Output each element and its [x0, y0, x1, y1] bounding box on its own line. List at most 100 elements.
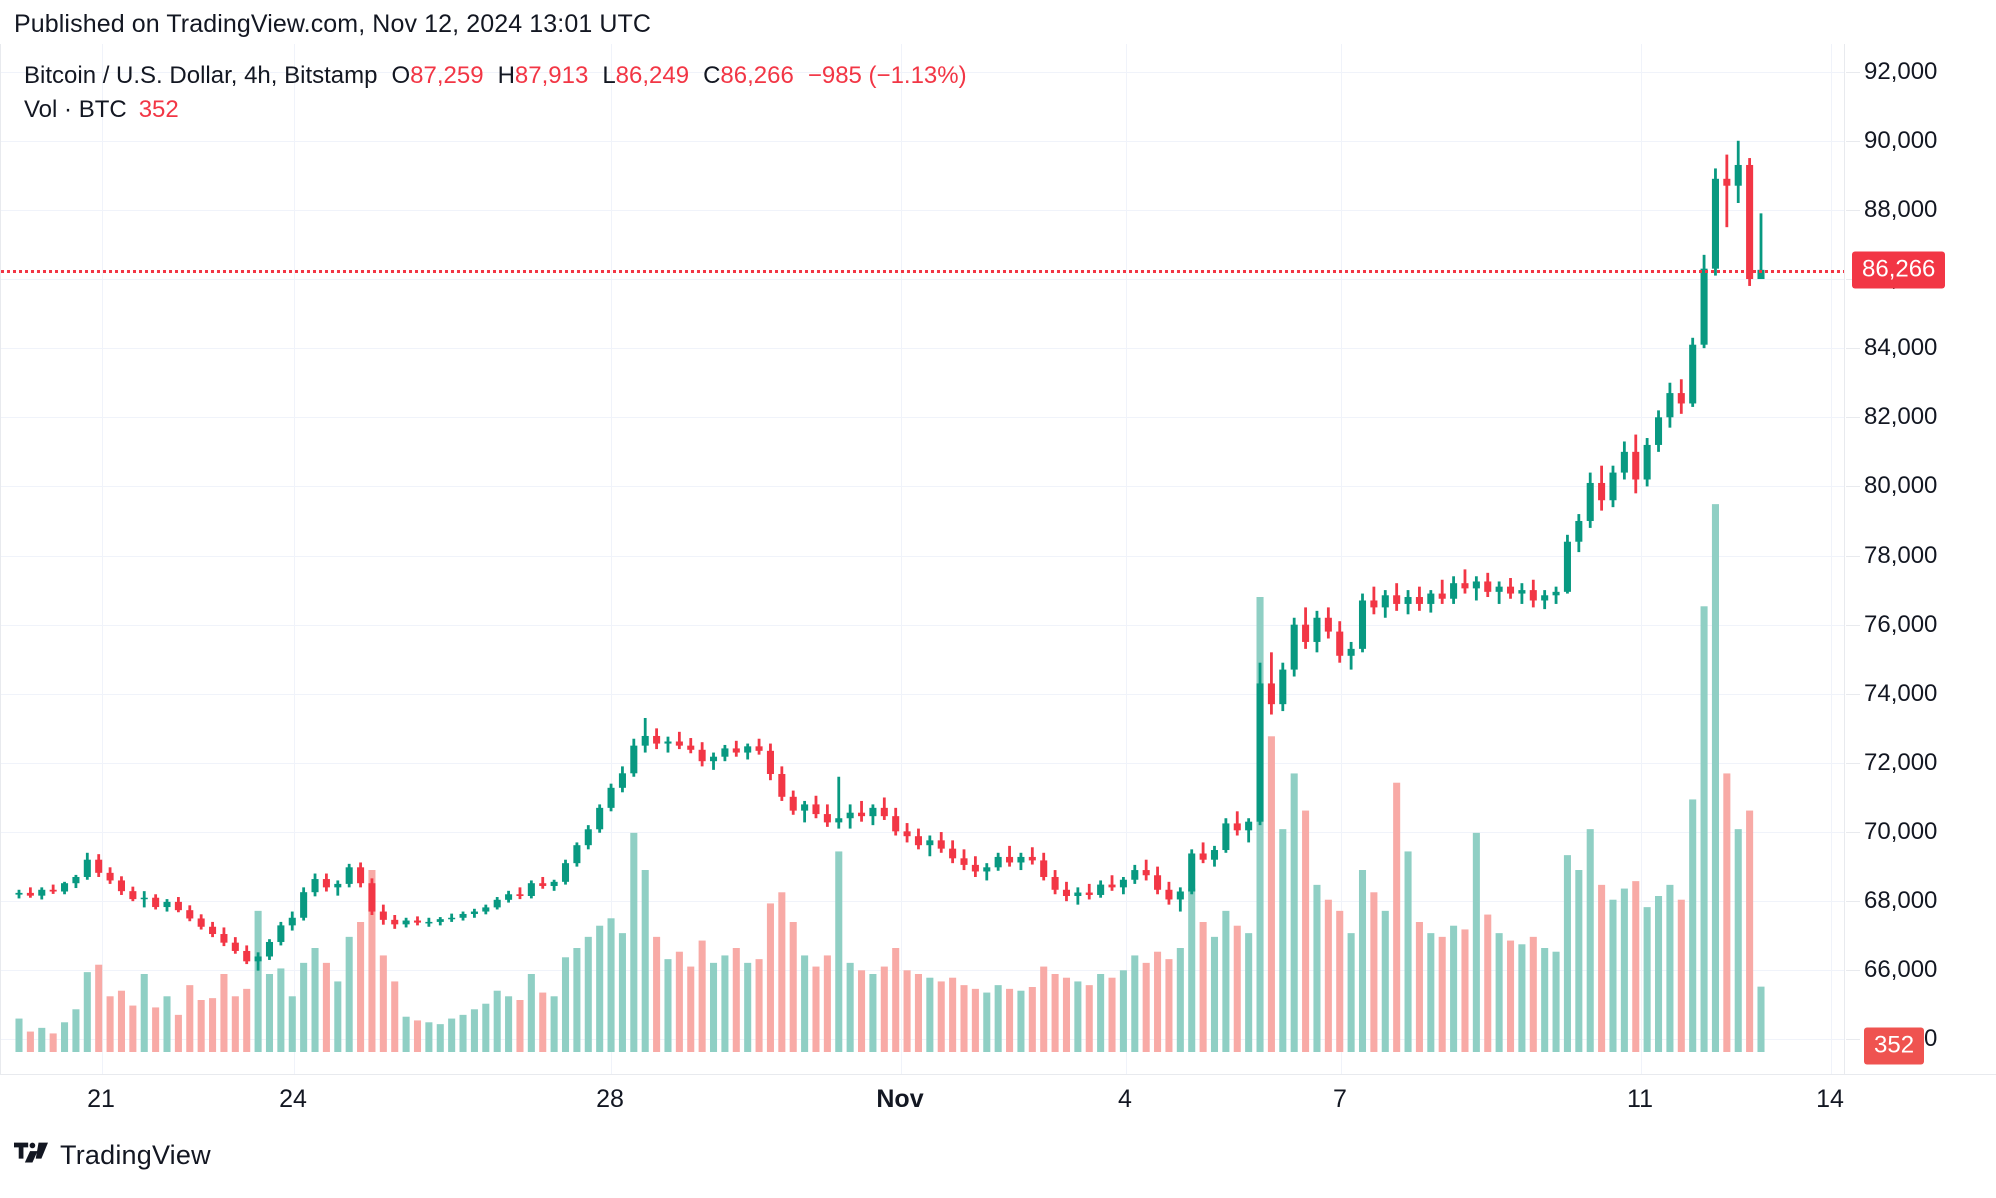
candle-body — [265, 941, 274, 957]
current-price-badge[interactable]: 86,266 — [1852, 251, 1946, 289]
candle-body — [766, 750, 774, 774]
volume-bar — [698, 940, 706, 1052]
volume-bar — [641, 870, 649, 1052]
volume-bar — [459, 1014, 467, 1052]
candle-body — [1427, 593, 1435, 604]
candle-body — [231, 942, 239, 951]
price-tick-dash — [1846, 1039, 1860, 1041]
volume-bar — [1199, 922, 1207, 1052]
candle-body — [926, 840, 934, 846]
price-gridline — [1, 71, 1844, 73]
volume-bar — [1620, 888, 1628, 1052]
candle-body — [550, 881, 558, 886]
time-gridline — [102, 44, 103, 1074]
candle-body — [1188, 853, 1196, 892]
candle-body — [1006, 856, 1014, 863]
candle-body — [869, 807, 877, 817]
volume-bar — [1541, 948, 1549, 1052]
volume-bar — [539, 992, 547, 1052]
volume-bar — [1313, 884, 1321, 1052]
candle-body — [95, 859, 103, 873]
volume-bar — [117, 990, 125, 1052]
candle-wick — [712, 752, 715, 770]
price-tick-dash — [1846, 832, 1860, 834]
volume-bar — [527, 974, 535, 1052]
price-tick-dash — [1846, 486, 1860, 488]
time-tick-label: 21 — [87, 1085, 115, 1113]
candle-body — [983, 867, 991, 872]
price-gridline — [1, 901, 1844, 903]
candle-body — [322, 879, 330, 888]
candle-body — [1028, 856, 1036, 861]
candle-body — [1529, 590, 1537, 601]
candle-wick — [643, 717, 647, 753]
candle-body — [357, 867, 365, 884]
candle-body — [61, 883, 69, 892]
tradingview-logo-icon — [14, 1142, 48, 1169]
candle-body — [653, 735, 661, 744]
price-gridline — [1, 140, 1844, 142]
volume-bar — [1518, 944, 1526, 1052]
candle-body — [835, 818, 843, 823]
volume-bar — [1450, 925, 1458, 1052]
volume-bar — [425, 1022, 433, 1052]
candle-body — [801, 804, 809, 811]
candle-body — [402, 920, 410, 925]
candle-body — [1655, 417, 1663, 445]
candle-wick — [860, 800, 863, 822]
candle-body — [1154, 875, 1162, 890]
candle-body — [1643, 444, 1651, 480]
time-tick-label: 24 — [279, 1085, 307, 1113]
chart-plot-area[interactable] — [0, 44, 1845, 1074]
volume-bar — [561, 957, 570, 1052]
candle-wick — [803, 800, 807, 823]
time-tick-label: 11 — [1627, 1085, 1653, 1113]
candle-wick — [1725, 154, 1729, 228]
volume-bar — [801, 955, 809, 1052]
candle-body — [209, 926, 217, 935]
price-tick-dash — [1846, 209, 1860, 211]
volume-bar — [1290, 773, 1298, 1052]
volume-bar — [755, 959, 763, 1052]
candle-body — [391, 919, 399, 925]
volume-bar — [106, 996, 114, 1052]
candle-body — [425, 921, 433, 924]
candle-body — [823, 814, 831, 823]
volume-bar — [174, 1014, 182, 1052]
candle-body — [1415, 597, 1423, 604]
volume-bar — [345, 936, 353, 1052]
price-tick-label: 78,000 — [1864, 541, 1938, 569]
time-tick-label: 4 — [1118, 1085, 1132, 1113]
volume-bar — [38, 1027, 46, 1052]
candle-wick — [928, 835, 932, 857]
candle-body — [1017, 856, 1025, 863]
candle-body — [26, 892, 34, 896]
time-axis[interactable]: 21 24 28 Nov 4 7 11 14 — [0, 1074, 1996, 1126]
volume-bar — [95, 964, 103, 1052]
volume-bar — [448, 1018, 456, 1052]
candle-wick — [837, 776, 841, 829]
current-volume-badge[interactable]: 352 — [1864, 1027, 1925, 1065]
price-axis[interactable]: 92,00090,00088,00086,00084,00082,00080,0… — [1846, 44, 1996, 1074]
candle-body — [140, 897, 148, 900]
volume-bar — [220, 974, 228, 1052]
candle-body — [880, 807, 888, 817]
candle-wick — [142, 891, 146, 908]
volume-bar — [983, 992, 991, 1052]
volume-bar — [1427, 933, 1435, 1052]
candle-body — [1723, 178, 1731, 186]
candle-body — [744, 746, 752, 753]
candle-body — [1119, 879, 1127, 888]
candle-body — [174, 901, 182, 911]
time-tick-label: 7 — [1333, 1085, 1347, 1113]
volume-bar — [709, 962, 718, 1052]
candle-body — [1336, 631, 1344, 656]
candle-body — [15, 892, 23, 895]
candle-wick — [336, 880, 340, 896]
candle-body — [664, 741, 672, 744]
volume-bar — [812, 966, 820, 1052]
volume-bar — [1461, 929, 1469, 1052]
candle-body — [812, 804, 820, 815]
candle-wick — [677, 731, 681, 750]
